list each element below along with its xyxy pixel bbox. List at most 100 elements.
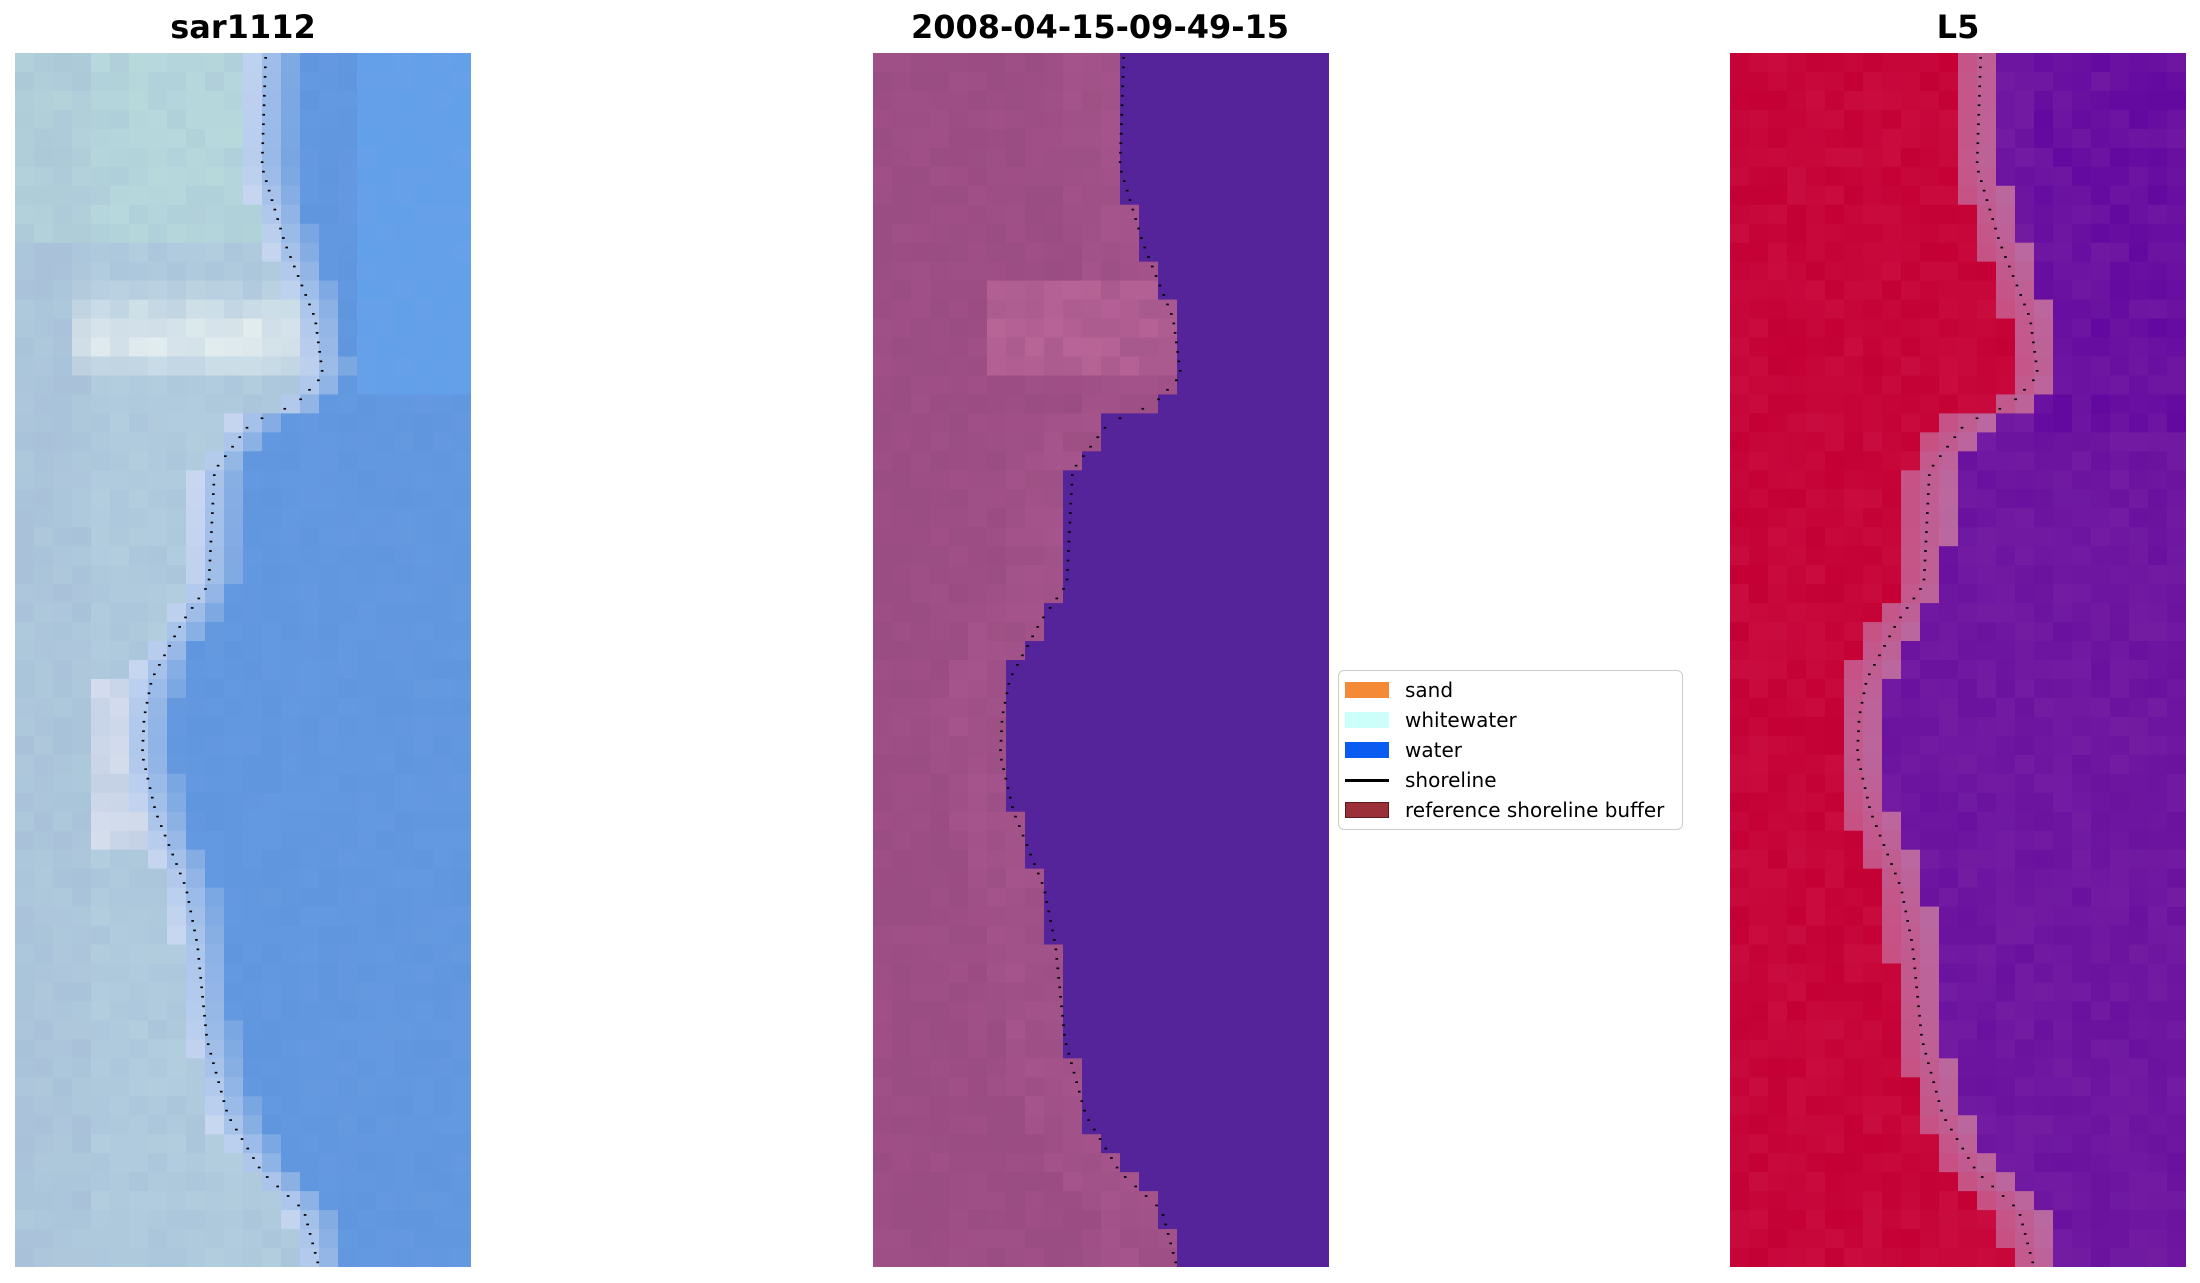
rgb-shoreline-dot: [316, 1261, 320, 1264]
rgb-shoreline-dot: [211, 512, 214, 514]
rgb-shoreline-dot: [306, 1223, 309, 1226]
index-shoreline-dot: [1975, 161, 1979, 164]
rgb-shoreline-dot: [210, 531, 213, 533]
index-shoreline-dot: [1925, 521, 1929, 524]
index-shoreline-dot: [2023, 388, 2026, 391]
rgb-shoreline-dot: [263, 66, 267, 69]
index-shoreline-dot: [1926, 502, 1930, 505]
classified-shoreline-dot: [1169, 1242, 1172, 1245]
rgb-shoreline-dot: [195, 939, 198, 941]
index-shoreline-dot: [2023, 303, 2026, 306]
index-shoreline-dot: [1975, 417, 1979, 420]
rgb-shoreline-dot: [168, 645, 171, 647]
classified-shoreline-dot: [1025, 844, 1029, 846]
classified-shoreline-dot: [1134, 1185, 1138, 1188]
index-shoreline-dot: [1918, 1014, 1921, 1017]
legend-label-buffer: reference shoreline buffer: [1405, 798, 1665, 822]
rgb-shoreline-dot: [178, 626, 181, 628]
classified-shoreline-dot: [1077, 1090, 1081, 1093]
rgb-shoreline-dot: [212, 1062, 215, 1065]
rgb-shoreline-dot: [202, 1005, 205, 1008]
index-shoreline-dot: [1961, 1147, 1965, 1150]
index-shoreline-dot: [1985, 199, 1989, 201]
rgb-shoreline-dot: [260, 417, 264, 420]
index-shoreline-dot: [1893, 872, 1897, 875]
classified-shoreline-dot: [1057, 976, 1061, 979]
rgb-shoreline-dot: [264, 56, 267, 59]
classified-shoreline-dot: [1087, 1119, 1090, 1121]
index-shoreline-dot: [1946, 445, 1949, 448]
rgb-shoreline-dot: [184, 616, 187, 619]
legend-swatch-sand: [1345, 682, 1389, 698]
index-shoreline-dot: [1856, 739, 1860, 742]
classified-shoreline-dot: [1069, 502, 1073, 505]
index-shoreline-dot: [1914, 976, 1918, 979]
classified-shoreline-dot: [1131, 208, 1135, 211]
index-shoreline-dot: [1878, 834, 1882, 837]
rgb-shoreline-dot: [210, 521, 214, 524]
rgb-shoreline-dot: [153, 673, 156, 676]
rgb-shoreline-dot: [231, 445, 234, 448]
classified-shoreline-dot: [1089, 445, 1092, 448]
rgb-shoreline-dot: [238, 436, 242, 439]
classified-shoreline-dot: [1119, 151, 1122, 154]
index-shoreline-dot: [1912, 957, 1916, 960]
rgb-shoreline-dot: [209, 1052, 213, 1055]
index-shoreline-dot: [1913, 967, 1917, 970]
index-shoreline-dot: [1977, 170, 1980, 173]
classified-shoreline-dot: [999, 739, 1003, 742]
classified-shoreline-dot: [1080, 1100, 1084, 1102]
index-shoreline-dot: [1911, 948, 1915, 951]
classified-shoreline-dot: [1075, 1081, 1078, 1084]
index-shoreline-dot: [1976, 142, 1980, 145]
classified-shoreline-dot: [1043, 891, 1047, 894]
classified-shoreline-dot: [1120, 113, 1124, 116]
rgb-shoreline-dot: [197, 957, 201, 960]
classified-shoreline-dot: [1064, 1043, 1068, 1046]
index-shoreline-dot: [1857, 720, 1861, 723]
rgb-shoreline-dot: [263, 94, 266, 97]
classified-shoreline-dot: [1049, 920, 1052, 922]
classified-shoreline-dot: [1140, 237, 1143, 239]
classified-shoreline-dot: [1055, 597, 1059, 600]
index-shoreline-dot: [1910, 939, 1913, 941]
index-shoreline-dot: [1859, 768, 1862, 771]
rgb-shoreline-dot: [246, 1147, 250, 1150]
panel-title-index: L5: [1936, 8, 1980, 46]
index-shoreline-dot: [1978, 85, 1982, 88]
classified-shoreline-dot: [1098, 1138, 1102, 1140]
index-shoreline-dot: [1944, 1119, 1947, 1121]
index-shoreline-dot: [1899, 616, 1902, 619]
index-shoreline-dot: [2029, 322, 2033, 325]
index-shoreline-dot: [1976, 132, 1980, 135]
panel-title-classified: 2008-04-15-09-49-15: [910, 8, 1290, 46]
rgb-shoreline-dot: [190, 607, 194, 609]
index-shoreline-dot: [1955, 1138, 1959, 1140]
index-shoreline-dot: [1856, 749, 1859, 752]
rgb-shoreline-dot: [141, 749, 144, 752]
classified-shoreline-dot: [1003, 701, 1007, 704]
classified-shoreline-dot: [1119, 142, 1123, 145]
rgb-shoreline-dot: [207, 578, 211, 581]
legend-label-shoreline: shoreline: [1405, 768, 1497, 792]
index-shoreline-dot: [1873, 663, 1876, 666]
rgb-shoreline-dot: [317, 379, 320, 382]
rgb-shoreline-dot: [229, 1119, 232, 1121]
index-shoreline-dot: [1940, 1109, 1943, 1112]
rgb-shoreline-dot: [292, 265, 296, 268]
index-shoreline-dot: [1874, 825, 1878, 827]
classified-shoreline-dot: [1045, 901, 1049, 903]
classified-shoreline-dot: [1175, 379, 1178, 382]
classified-shoreline-dot: [1047, 910, 1051, 913]
classified-shoreline-dot: [1021, 834, 1025, 837]
classified-shoreline-dot: [1070, 474, 1074, 477]
rgb-shoreline-dot: [182, 882, 186, 884]
legend-swatch-buffer: [1345, 802, 1389, 818]
index-shoreline-dot: [1931, 464, 1935, 467]
classified-shoreline-dot: [1001, 711, 1005, 714]
index-shoreline-dot: [2012, 1204, 2015, 1207]
index-shoreline-dot: [1890, 863, 1893, 865]
classified-shoreline-dot: [1122, 56, 1125, 59]
index-shoreline-dot: [1904, 910, 1908, 913]
classified-shoreline-dot: [1000, 730, 1003, 733]
